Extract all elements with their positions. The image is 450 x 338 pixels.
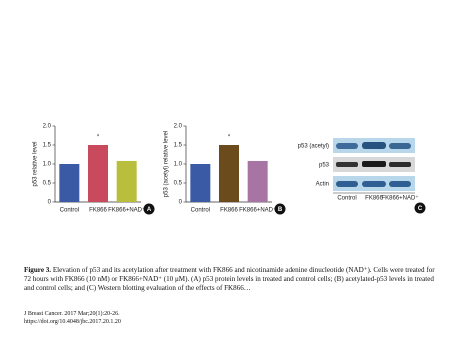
citation-journal: J Breast Cancer. 2017 Mar;20(1):20-26. (24, 311, 120, 317)
caption-label: Figure 3. (24, 266, 52, 274)
x-tick-label: FK866 (220, 208, 238, 214)
bar (59, 164, 80, 202)
y-tick-label: 2.0 (174, 124, 183, 130)
blot-row-label: p53 (319, 163, 330, 169)
blot-band (336, 181, 358, 187)
blot-band (362, 161, 386, 167)
blot (333, 138, 415, 194)
blot-band (389, 162, 411, 167)
y-tick-label: 2.0 (43, 124, 52, 130)
citation: J Breast Cancer. 2017 Mar;20(1):20-26. ht… (24, 311, 121, 327)
x-tick-label: Control (60, 208, 79, 214)
panel-label: A (147, 207, 152, 213)
x-tick-label: FK866+NAD⁺ (108, 207, 145, 214)
panel-badge (414, 202, 426, 214)
bar (116, 160, 137, 202)
y-tick-label: 0 (48, 200, 52, 206)
blot-band (362, 142, 386, 149)
blot-row-label: Actin (316, 182, 329, 188)
bar (88, 145, 108, 202)
annotation: * (97, 135, 100, 141)
figure: 0 0.5 1.0 1.5 2.0 p53 relative level Control FK… (33, 124, 426, 215)
y-tick-label: 1.0 (174, 162, 183, 168)
caption: Figure 3. Elevation of p53 and its acety… (24, 266, 438, 294)
blot-lane-label: FK866 (365, 196, 383, 202)
blot-band (362, 181, 386, 187)
blot-band (336, 162, 358, 167)
y-axis-label: p53 relative level (33, 141, 39, 186)
y-tick-label: 0 (179, 200, 183, 206)
annotation: * (228, 135, 231, 141)
bar (219, 145, 239, 202)
panel-label: B (278, 207, 283, 213)
panel-badge (143, 203, 155, 215)
y-tick-label: 1.5 (174, 143, 183, 149)
y-tick-label: 0.5 (174, 181, 183, 187)
x-tick-label: FK866+NAD⁺ (239, 207, 276, 214)
panel-label: C (418, 206, 423, 212)
bar (190, 164, 211, 202)
blot-row-label: p53 (acetyl) (298, 144, 329, 150)
citation-doi: https://doi.org/10.4048/jbc.2017.20.1.20 (24, 318, 121, 325)
x-tick-label: Control (191, 208, 210, 214)
bar (247, 160, 268, 202)
x-tick-label: FK866 (89, 208, 107, 214)
caption-text: Elevation of p53 and its acetylation aft… (24, 266, 435, 293)
blot-lane-label: FK866+NAD⁺ (381, 195, 418, 202)
panel-badge (274, 203, 286, 215)
y-axis-label: p53 (acetyl) relative level (164, 131, 170, 197)
blot-band (389, 181, 411, 187)
y-tick-label: 0.5 (43, 181, 52, 187)
blot-lane-label: Control (337, 196, 356, 202)
y-tick-label: 1.5 (43, 143, 52, 149)
blot-band (389, 143, 411, 149)
y-tick-label: 1.0 (43, 162, 52, 168)
blot-band (336, 143, 358, 149)
